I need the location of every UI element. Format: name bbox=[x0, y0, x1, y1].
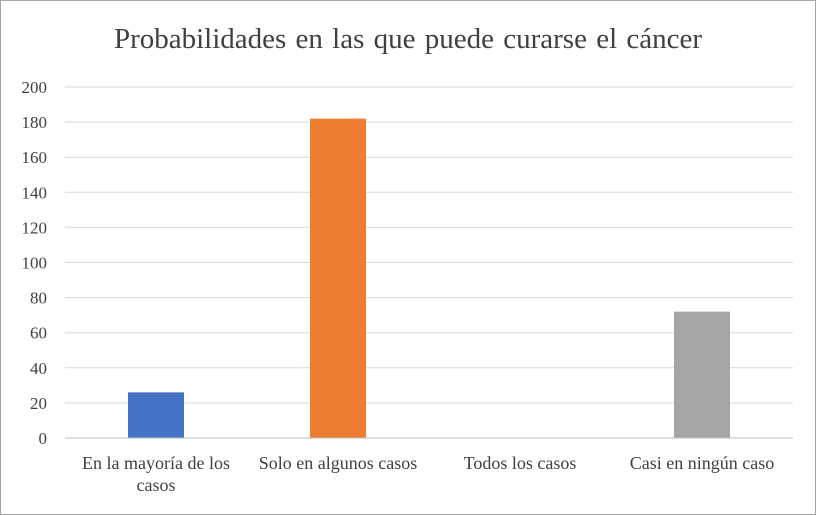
x-tick-label: Casi en ningún caso bbox=[630, 453, 774, 473]
y-tick-label: 0 bbox=[39, 429, 48, 448]
y-tick-label: 20 bbox=[30, 394, 47, 413]
gridlines bbox=[65, 86, 793, 404]
bar bbox=[128, 392, 184, 438]
x-tick-label: casos bbox=[137, 475, 176, 495]
y-tick-label: 200 bbox=[22, 78, 48, 97]
y-tick-label: 80 bbox=[30, 289, 47, 308]
axes: 0 20 40 60 80 100 120 140 160 180 200 En la mayoría… bbox=[22, 78, 793, 495]
y-tick-label: 140 bbox=[22, 183, 48, 202]
y-tick-label: 60 bbox=[30, 324, 47, 343]
y-tick-label: 100 bbox=[22, 254, 48, 273]
y-tick-label: 40 bbox=[30, 359, 47, 378]
bar bbox=[310, 118, 366, 438]
y-tick-label: 160 bbox=[22, 148, 48, 167]
chart-title: Probabilidades en las que puede curarse … bbox=[113, 23, 703, 55]
x-tick-label: En la mayoría de los bbox=[82, 453, 230, 473]
y-tick-label: 120 bbox=[22, 218, 48, 237]
bars bbox=[128, 118, 730, 438]
x-tick-label: Todos los casos bbox=[464, 453, 577, 473]
bar bbox=[674, 311, 730, 438]
y-tick-label: 180 bbox=[22, 113, 48, 132]
x-tick-label: Solo en algunos casos bbox=[259, 453, 417, 473]
